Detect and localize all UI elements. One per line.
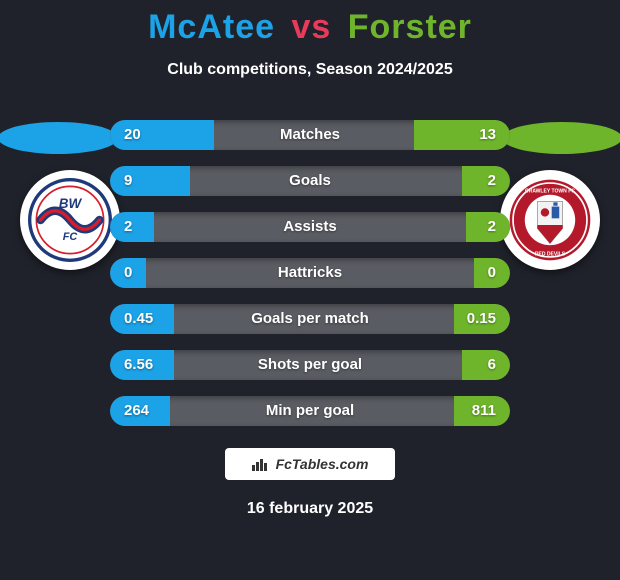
stat-row: 6.566Shots per goal — [110, 350, 510, 380]
stat-label: Min per goal — [110, 396, 510, 426]
player1-accent-ellipse — [0, 122, 118, 154]
date-text: 16 february 2025 — [0, 500, 620, 518]
stat-row: 92Goals — [110, 166, 510, 196]
watermark: FcTables.com — [225, 448, 395, 480]
player2-name: Forster — [348, 8, 472, 46]
stat-label: Matches — [110, 120, 510, 150]
svg-text:RED DEVILS: RED DEVILS — [535, 251, 566, 257]
stat-row: 264811Min per goal — [110, 396, 510, 426]
stat-label: Goals — [110, 166, 510, 196]
stat-row: 2013Matches — [110, 120, 510, 150]
player2-club-badge: CRAWLEY TOWN FC RED DEVILS — [500, 170, 600, 270]
stat-label: Assists — [110, 212, 510, 242]
svg-text:CRAWLEY TOWN FC: CRAWLEY TOWN FC — [525, 188, 575, 194]
subtitle: Club competitions, Season 2024/2025 — [0, 61, 620, 79]
stat-row: 22Assists — [110, 212, 510, 242]
bolton-badge-icon: BW FC — [28, 178, 112, 262]
stat-label: Hattricks — [110, 258, 510, 288]
stats-table: 2013Matches 92Goals 22Assists 00Hattricks 0.… — [110, 120, 510, 442]
stat-label: Goals per match — [110, 304, 510, 334]
player2-accent-ellipse — [502, 122, 620, 154]
vs-label: vs — [291, 8, 331, 46]
stat-row: 00Hattricks — [110, 258, 510, 288]
watermark-text: FcTables.com — [276, 456, 369, 472]
player1-club-badge: BW FC — [20, 170, 120, 270]
stat-row: 0.450.15Goals per match — [110, 304, 510, 334]
crawley-badge-icon: CRAWLEY TOWN FC RED DEVILS — [508, 178, 592, 262]
watermark-bars-icon — [252, 457, 270, 471]
svg-text:FC: FC — [63, 231, 78, 243]
page-title: McAtee vs Forster — [0, 0, 620, 47]
player1-name: McAtee — [148, 8, 275, 46]
svg-text:BW: BW — [59, 196, 83, 211]
stat-label: Shots per goal — [110, 350, 510, 380]
